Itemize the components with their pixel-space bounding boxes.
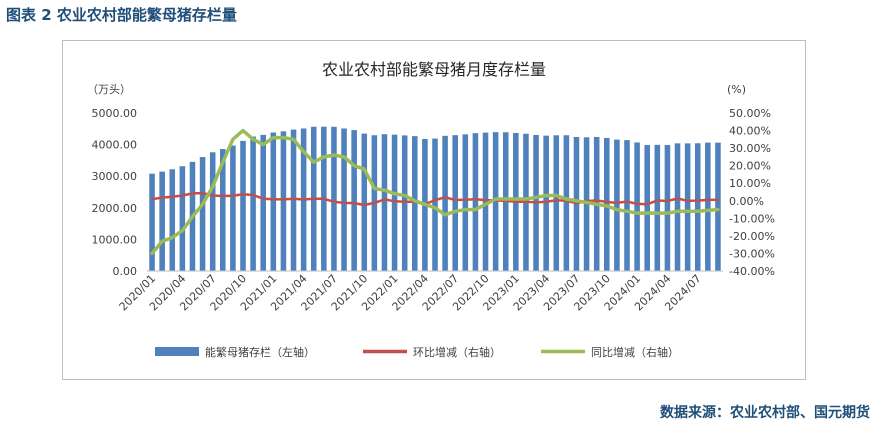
y-right-tick-label: -10.00%	[729, 212, 775, 225]
y-right-tick-label: 10.00%	[729, 177, 771, 190]
bar-2021/10	[361, 133, 368, 271]
bar-2022/10	[482, 132, 489, 271]
y-left-ticks: 0.00 1000.00 2000.00 3000.00 4000.00 5000.00	[92, 107, 138, 278]
series-line-yoy	[150, 128, 720, 256]
bar-2020/06	[199, 157, 206, 271]
bar-2022/07	[452, 135, 458, 271]
y-right-tick-label: -40.00%	[729, 265, 775, 278]
bar-2024/05	[674, 143, 681, 271]
bar-2020/03	[169, 169, 176, 271]
lines-layer	[150, 128, 720, 256]
bar-2020/09	[230, 145, 236, 271]
y-right-tick-label: 40.00%	[729, 125, 771, 138]
bar-2022/03	[412, 136, 418, 271]
bar-2024/02	[644, 145, 650, 271]
bar-2022/01	[391, 134, 398, 271]
bar-2021/01	[270, 132, 277, 271]
y-left-tick-label: 5000.00	[92, 107, 138, 120]
figure-title: 图表 2 农业农村部能繁母猪存栏量	[6, 6, 237, 24]
bar-2024/06	[684, 143, 691, 271]
legend: 能繁母猪存栏（左轴） 环比增减（右轴） 同比增减（右轴）	[155, 345, 679, 359]
chart-svg: 农业农村部能繁母猪月度存栏量 （万头） (%) 0.00 1000.00 2000.…	[87, 60, 775, 359]
legend-label: 环比增减（右轴）	[413, 345, 501, 359]
bar-2021/09	[351, 130, 357, 271]
y-left-tick-label: 0.00	[113, 265, 138, 278]
bar-2020/01	[149, 173, 155, 271]
bar-2020/02	[159, 171, 165, 271]
bar-2020/04	[179, 166, 186, 271]
bar-2020/08	[220, 149, 226, 271]
bar-2021/12	[381, 134, 388, 271]
bar-2022/02	[401, 135, 408, 271]
y-right-axis-label: (%)	[727, 83, 746, 96]
bar-2024/09	[715, 142, 721, 271]
bar-2023/12	[624, 140, 630, 271]
legend-label: 同比增减（右轴）	[591, 345, 679, 359]
y-left-tick-label: 2000.00	[92, 202, 138, 215]
bar-2020/07	[209, 152, 216, 271]
source-note: 数据来源：农业农村部、国元期货	[660, 405, 870, 421]
y-right-tick-label: -30.00%	[729, 247, 775, 260]
bar-2022/09	[472, 133, 479, 271]
bar-2024/04	[664, 145, 671, 271]
bar-2022/08	[462, 134, 469, 271]
bar-2022/06	[442, 135, 448, 271]
bar-2021/08	[341, 128, 347, 271]
bar-2024/01	[634, 142, 640, 271]
legend-label: 能繁母猪存栏（左轴）	[205, 345, 315, 359]
y-left-tick-label: 3000.00	[92, 170, 138, 183]
y-left-tick-label: 1000.00	[92, 233, 138, 246]
y-right-tick-label: -20.00%	[729, 230, 775, 243]
y-right-tick-label: 0.00%	[729, 195, 764, 208]
bar-2021/03	[290, 129, 297, 271]
bar-2024/03	[654, 144, 661, 271]
x-ticks: 2020/012020/042020/072020/102021/012021/…	[117, 270, 723, 313]
bar-2020/10	[240, 140, 246, 271]
y-left-tick-label: 4000.00	[92, 139, 138, 152]
bar-2022/11	[492, 132, 499, 271]
y-right-tick-label: 50.00%	[729, 107, 771, 120]
chart-title: 农业农村部能繁母猪月度存栏量	[322, 60, 546, 79]
bar-2024/08	[705, 142, 711, 271]
bar-2024/07	[694, 143, 701, 271]
bar-2021/02	[280, 131, 287, 271]
bar-2020/11	[250, 136, 256, 271]
y-left-axis-label: （万头）	[87, 83, 131, 96]
bar-2023/05	[553, 135, 560, 271]
y-right-tick-label: 30.00%	[729, 142, 771, 155]
series-line-mom	[150, 191, 720, 207]
bar-2021/07	[331, 126, 337, 271]
bar-2020/12	[260, 134, 266, 271]
bar-2023/11	[614, 139, 620, 271]
y-right-ticks: -40.00% -30.00% -20.00% -10.00% 0.00% 10.00% 2…	[729, 107, 775, 278]
chart-container: 农业农村部能繁母猪月度存栏量 （万头） (%) 0.00 1000.00 2000.…	[62, 40, 806, 380]
legend-swatch-bar	[155, 347, 199, 356]
bar-2022/05	[432, 138, 438, 271]
bar-2023/06	[563, 135, 570, 271]
y-right-tick-label: 20.00%	[729, 160, 771, 173]
bar-2023/04	[543, 135, 549, 271]
